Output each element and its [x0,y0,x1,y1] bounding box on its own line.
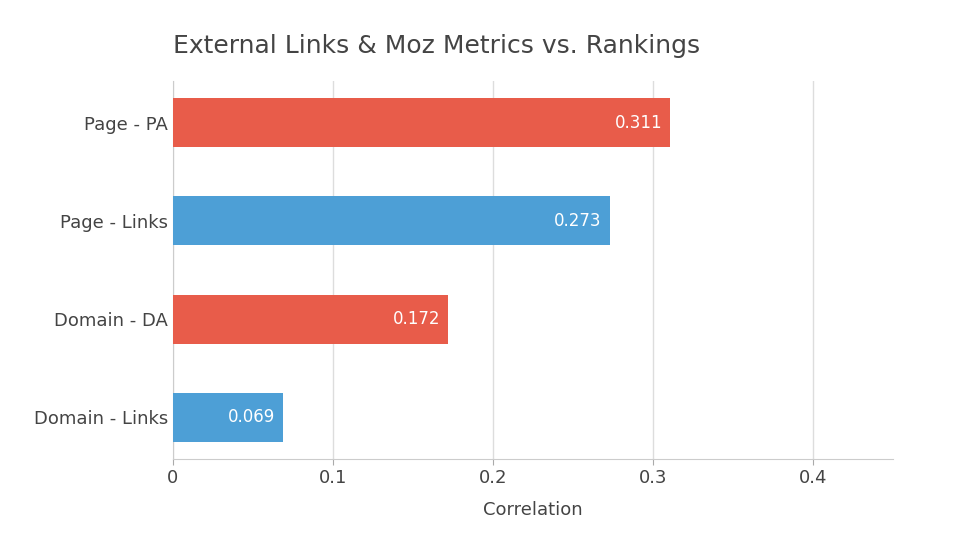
Text: 0.172: 0.172 [393,310,440,328]
Text: 0.069: 0.069 [228,408,276,426]
Bar [173,98,670,147]
Text: 0.273: 0.273 [554,212,602,230]
Bar [173,197,610,246]
Text: 0.311: 0.311 [614,114,662,132]
Bar [173,294,448,343]
X-axis label: Correlation: Correlation [483,501,583,519]
Bar [173,393,283,442]
Text: External Links & Moz Metrics vs. Rankings: External Links & Moz Metrics vs. Ranking… [173,34,700,58]
